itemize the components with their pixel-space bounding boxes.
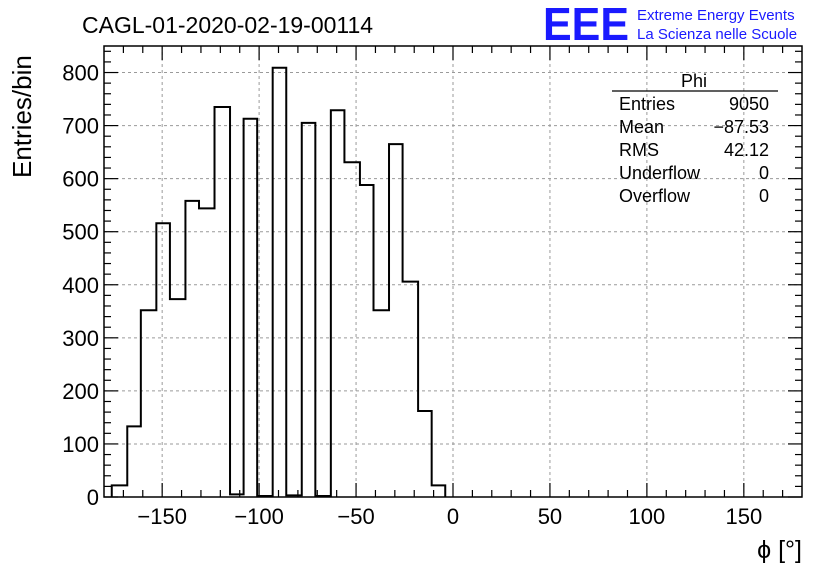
y-tick-label: 500	[62, 220, 99, 245]
histogram-bin	[360, 185, 374, 497]
logo-line-1: Extreme Energy Events	[637, 7, 795, 24]
stats-row-value: −87.53	[713, 117, 769, 137]
y-tick-label: 400	[62, 273, 99, 298]
stats-rows: Entries 9050 Mean −87.53 RMS 42.12 Underflow 0 O…	[619, 94, 769, 206]
stats-row-value: 42.12	[724, 140, 769, 160]
stats-row-label: Underflow	[619, 163, 701, 183]
histogram-bin	[199, 208, 215, 497]
histogram-bin	[331, 110, 345, 497]
histogram-bin	[141, 310, 157, 497]
x-tick-labels: −150 −100 −50 0 50 100 150	[137, 504, 762, 529]
stats-row-label: Mean	[619, 117, 664, 137]
histogram-bin	[112, 485, 128, 497]
eee-logo: EEE Extreme Energy Events La Scienza nel…	[543, 0, 797, 50]
histogram-bin	[374, 310, 390, 497]
y-tick-labels: 0 100 200 300 400 500 600 700 800	[62, 61, 99, 510]
histogram-outline	[110, 66, 447, 497]
histogram-bin	[215, 107, 231, 497]
x-tick-label: 0	[447, 504, 459, 529]
y-axis-label: Entries/bin	[7, 55, 37, 178]
stats-row-value: 0	[759, 186, 769, 206]
logo-mark: EEE	[543, 0, 629, 50]
stats-name: Phi	[681, 71, 707, 91]
grid	[104, 46, 802, 498]
histogram-bin	[127, 426, 141, 497]
x-tick-label: 100	[629, 504, 666, 529]
histogram-bin	[418, 411, 432, 497]
x-tick-label: 150	[725, 504, 762, 529]
histogram-bin	[156, 223, 170, 497]
histogram-bin	[185, 201, 199, 497]
histogram-bin	[273, 68, 287, 497]
stats-row-value: 0	[759, 163, 769, 183]
stats-row-label: Overflow	[619, 186, 691, 206]
y-tick-label: 600	[62, 167, 99, 192]
y-tick-label: 0	[87, 485, 99, 510]
logo-line-2: La Scienza nelle Scuole	[637, 26, 797, 43]
x-tick-label: 50	[538, 504, 562, 529]
histogram-bin	[389, 144, 403, 497]
axis-ticks	[104, 46, 802, 498]
y-tick-label: 700	[62, 114, 99, 139]
x-tick-label: −150	[137, 504, 187, 529]
histogram-bin	[403, 282, 419, 497]
y-tick-label: 800	[62, 61, 99, 86]
x-axis-label: ϕ [°]	[757, 536, 802, 564]
y-tick-label: 100	[62, 432, 99, 457]
y-tick-label: 300	[62, 326, 99, 351]
histogram-bin	[170, 299, 186, 497]
stats-row-value: 9050	[729, 94, 769, 114]
histogram-bin	[302, 123, 316, 497]
x-tick-label: −50	[337, 504, 374, 529]
histogram-series	[110, 66, 447, 497]
histogram-bin	[244, 119, 258, 497]
y-tick-label: 200	[62, 379, 99, 404]
x-tick-label: −100	[234, 504, 284, 529]
stats-row-label: RMS	[619, 140, 659, 160]
stats-box: Phi Entries 9050 Mean −87.53 RMS 42.12 Underfl…	[612, 71, 778, 206]
histogram-bin	[344, 162, 360, 497]
stats-row-label: Entries	[619, 94, 675, 114]
chart-title: CAGL-01-2020-02-19-00114	[82, 12, 373, 38]
